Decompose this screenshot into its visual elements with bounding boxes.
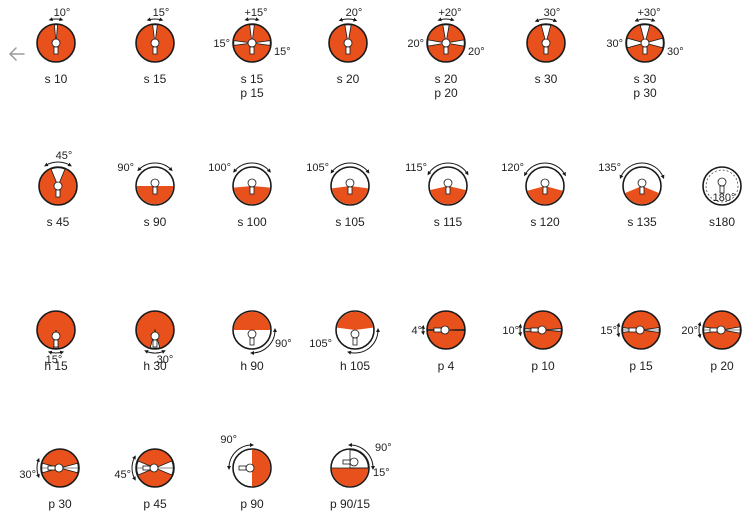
symbol-label: p 90 bbox=[240, 497, 264, 511]
symbol-s90: 90° s 90 bbox=[117, 162, 175, 229]
angle-label-left: 15° bbox=[213, 38, 230, 50]
symbol-h105: 105° h 105 bbox=[309, 310, 380, 373]
symbol-label: s 105 bbox=[335, 215, 365, 229]
symbol-s100: 100° s 100 bbox=[208, 162, 272, 229]
angle-label: 30° bbox=[19, 469, 36, 481]
angle-label: 10° bbox=[502, 325, 519, 337]
symbol-label: s180 bbox=[709, 215, 735, 229]
symbol-s15: 15° s 15 bbox=[135, 7, 175, 86]
angle-label: 4° bbox=[411, 325, 422, 337]
angle-label: 45° bbox=[114, 469, 131, 481]
symbol-s135: 135° s 135 bbox=[598, 162, 665, 229]
symbol-label-secondary: p 20 bbox=[434, 86, 458, 100]
symbol-p10: 10° p 10 bbox=[502, 310, 563, 373]
symbol-label: s 15 bbox=[241, 72, 264, 86]
angle-label-right: 30° bbox=[667, 46, 684, 58]
angle-label: 105° bbox=[309, 338, 332, 350]
symbol-label: s 20 bbox=[435, 72, 458, 86]
symbol-h30: 30°h 30 bbox=[135, 310, 175, 373]
symbol-p90_15: 90° 15° p 90/15 bbox=[330, 442, 392, 511]
symbol-p30: 30° p 30 bbox=[19, 448, 80, 511]
symbol-label: p 20 bbox=[710, 359, 734, 373]
symbol-label-secondary: p 15 bbox=[240, 86, 264, 100]
angle-label: 30° bbox=[544, 7, 561, 19]
angle-label-right: 15° bbox=[274, 46, 291, 58]
angle-label: 180° bbox=[713, 192, 736, 204]
angle-label: 90° bbox=[220, 434, 237, 446]
symbol-label: p 10 bbox=[531, 359, 555, 373]
angle-label: 105° bbox=[306, 162, 329, 174]
symbol-h90: 90° h 90 bbox=[232, 310, 292, 373]
symbol-label: s 100 bbox=[237, 215, 267, 229]
angle-label: 100° bbox=[208, 162, 231, 174]
symbol-label: s 90 bbox=[144, 215, 167, 229]
symbol-p45: 45° p 45 bbox=[114, 448, 175, 511]
angle-label-top: +20° bbox=[438, 7, 461, 19]
angle-label: 20° bbox=[346, 7, 363, 19]
angle-label-top: 90° bbox=[375, 442, 392, 454]
symbol-label: p 45 bbox=[143, 497, 167, 511]
symbol-s180: 180° s180 bbox=[702, 166, 742, 229]
angle-label: 90° bbox=[275, 338, 292, 350]
symbol-s15p15: +15° 15° 15° s 15p 15 bbox=[213, 7, 290, 100]
symbol-label: p 4 bbox=[438, 359, 455, 373]
symbol-s30p30: +30° 30° 30° s 30p 30 bbox=[606, 7, 683, 100]
angle-label: 115° bbox=[405, 162, 427, 174]
symbol-s120: 120° s 120 bbox=[501, 162, 566, 229]
symbol-s10: 10° s 10 bbox=[36, 7, 76, 86]
symbol-label: s 15 bbox=[144, 72, 167, 86]
symbol-label: h 90 bbox=[240, 359, 264, 373]
symbol-label: p 90/15 bbox=[330, 497, 370, 511]
symbol-s30: 30° s 30 bbox=[526, 7, 566, 86]
symbol-label: s 20 bbox=[337, 72, 360, 86]
symbol-label: h 105 bbox=[340, 359, 370, 373]
angle-label: 135° bbox=[598, 162, 621, 174]
symbol-label: s 10 bbox=[45, 72, 68, 86]
angle-label: 15° bbox=[600, 325, 617, 337]
symbol-label: h 15 bbox=[44, 359, 68, 373]
angle-label-side: 15° bbox=[373, 467, 390, 479]
symbol-label: s 135 bbox=[627, 215, 657, 229]
symbol-p15: 15° p 15 bbox=[600, 310, 661, 373]
symbol-s105: 105° s 105 bbox=[306, 162, 370, 229]
symbol-p4: 4° p 4 bbox=[411, 310, 466, 373]
symbol-p90: 90° p 90 bbox=[220, 434, 272, 511]
angle-label: 15° bbox=[153, 7, 170, 19]
symbol-label: s 115 bbox=[434, 215, 463, 229]
symbol-p20: 20° p 20 bbox=[681, 310, 742, 373]
symbol-label: p 15 bbox=[629, 359, 653, 373]
symbol-label: s 30 bbox=[535, 72, 558, 86]
angle-label: 15° bbox=[46, 354, 63, 366]
symbol-s45: 45° s 45 bbox=[38, 150, 78, 229]
symbol-s20: 20° s 20 bbox=[328, 7, 368, 86]
symbol-s20p20: +20° 20° 20° s 20p 20 bbox=[407, 7, 484, 100]
angle-label-right: 20° bbox=[468, 46, 485, 58]
back-button[interactable] bbox=[6, 43, 28, 65]
symbol-label: s 120 bbox=[530, 215, 560, 229]
angle-label: 90° bbox=[117, 162, 134, 174]
angle-label: 20° bbox=[681, 325, 698, 337]
symbol-s115: 115° s 115 bbox=[405, 162, 469, 229]
symbol-h15: 15°h 15 bbox=[36, 310, 76, 373]
symbol-label: s 45 bbox=[47, 215, 70, 229]
symbol-label: s 30 bbox=[634, 72, 657, 86]
angle-label: 10° bbox=[54, 7, 71, 19]
angle-label-top: +30° bbox=[637, 7, 660, 19]
angle-label: 45° bbox=[56, 150, 73, 162]
symbol-label: h 30 bbox=[143, 359, 167, 373]
angle-label-left: 30° bbox=[606, 38, 623, 50]
angle-label: 120° bbox=[501, 162, 524, 174]
angle-label: 30° bbox=[157, 354, 174, 366]
symbol-label-secondary: p 30 bbox=[633, 86, 657, 100]
symbol-label: p 30 bbox=[48, 497, 72, 511]
arrow-left-icon bbox=[9, 47, 25, 61]
angle-label-top: +15° bbox=[244, 7, 267, 19]
angle-label-left: 20° bbox=[407, 38, 424, 50]
